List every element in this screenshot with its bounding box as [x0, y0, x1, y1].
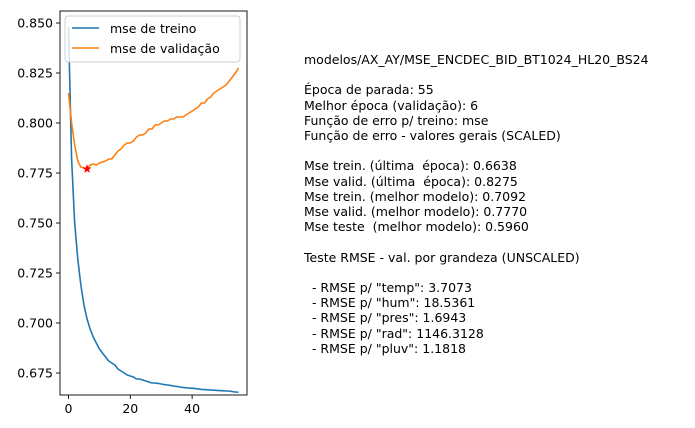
series-line-0 [67, 26, 239, 393]
report-line [304, 234, 649, 249]
y-tick-label: 0.850 [17, 16, 53, 31]
series-layer [67, 26, 240, 393]
y-tick-label: 0.725 [17, 266, 53, 281]
report-line [304, 265, 649, 280]
training-history-chart: 0 20 40 0.675 0.700 0.725 0.750 0.775 0.800 0.82… [17, 10, 248, 416]
report-line: - RMSE p/ "pres": 1.6943 [304, 310, 467, 326]
x-tick-label: 0 [65, 401, 73, 416]
training-report: modelos/AX_AY/MSE_ENCDEC_BID_BT1024_HL20… [304, 52, 649, 356]
best-epoch-marker [82, 164, 92, 174]
y-tick-label: 0.775 [17, 166, 53, 181]
report-line: Mse valid. (última época): 0.8275 [304, 173, 518, 189]
report-line [304, 143, 649, 158]
legend-box [64, 15, 241, 63]
y-tick-label: 0.675 [17, 366, 53, 381]
report-line: - RMSE p/ "rad": 1146.3128 [304, 325, 484, 341]
x-tick-label: 20 [122, 401, 138, 416]
x-tick-label: 40 [184, 401, 200, 416]
report-line: Mse trein. (última época): 0.6638 [304, 158, 517, 174]
report-line: Teste RMSE - val. por grandeza (UNSCALED… [304, 249, 580, 265]
y-tick-label: 0.825 [17, 66, 53, 81]
report-line: Melhor época (validação): 6 [304, 97, 479, 113]
report-line: Época de parada: 55 [304, 82, 434, 98]
report-line: Função de erro - valores gerais (SCALED) [304, 128, 561, 143]
report-line: - RMSE p/ "pluv": 1.1818 [304, 340, 466, 356]
report-line [304, 67, 649, 82]
legend-label-validacao: mse de validação [110, 41, 220, 56]
x-axis-ticks: 0 20 40 [65, 395, 200, 416]
y-axis-ticks: 0.675 0.700 0.725 0.750 0.775 0.800 0.825 0.850 [17, 16, 60, 381]
report-line: modelos/AX_AY/MSE_ENCDEC_BID_BT1024_HL20… [304, 52, 649, 67]
report-line: Função de erro p/ treino: mse [304, 112, 489, 128]
y-tick-label: 0.800 [17, 116, 53, 131]
y-tick-label: 0.700 [17, 316, 53, 331]
plot-background [60, 11, 247, 395]
report-line: - RMSE p/ "temp": 3.7073 [304, 279, 472, 295]
report-line: Mse trein. (melhor modelo): 0.7092 [304, 188, 527, 204]
report-line: - RMSE p/ "hum": 18.5361 [304, 295, 476, 311]
series-line-1 [67, 67, 240, 170]
report-line: Mse teste (melhor modelo): 0.5960 [304, 219, 529, 235]
legend: mse de treino mse de validação [64, 15, 241, 63]
y-tick-label: 0.750 [17, 216, 53, 231]
legend-label-treino: mse de treino [110, 21, 196, 36]
marker-layer [82, 164, 92, 174]
report-line: Mse valid. (melhor modelo): 0.7770 [304, 204, 528, 219]
plot-frame [59, 10, 248, 396]
